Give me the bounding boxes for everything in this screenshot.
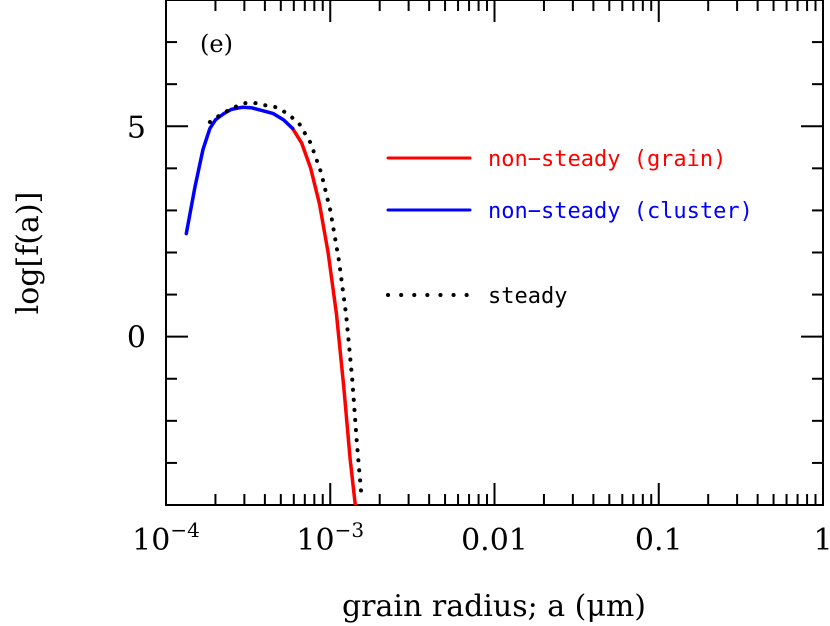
x-tick-label: 10−4 — [132, 518, 200, 558]
y-axis-label: log[f(a)] — [11, 192, 46, 315]
series-line-1 — [290, 126, 358, 505]
plot-frame — [165, 0, 824, 506]
legend: non−steady (grain) non−steady (cluster) st… — [386, 147, 753, 309]
y-tick-label: 5 — [127, 110, 146, 145]
legend-label-2: non−steady (cluster) — [488, 199, 753, 224]
legend-label-1: non−steady (grain) — [488, 147, 726, 172]
x-tick-label: 0.1 — [635, 523, 683, 558]
x-tick-label: 1 — [813, 523, 830, 558]
x-tick-label: 10−3 — [296, 518, 364, 558]
series-line-3 — [207, 101, 364, 499]
series-line-2 — [184, 105, 295, 236]
legend-label-3: steady — [488, 284, 567, 309]
x-axis-label: grain radius; a (μm) — [342, 589, 646, 624]
axis-ticks — [165, 0, 823, 505]
series-layer — [184, 101, 364, 505]
panel-label: (e) — [200, 30, 233, 58]
x-tick-label: 0.01 — [461, 523, 528, 558]
y-tick-label: 0 — [127, 321, 146, 356]
tick-labels: 10−4 10−3 0.01 0.1 1 0 5 — [127, 110, 830, 558]
